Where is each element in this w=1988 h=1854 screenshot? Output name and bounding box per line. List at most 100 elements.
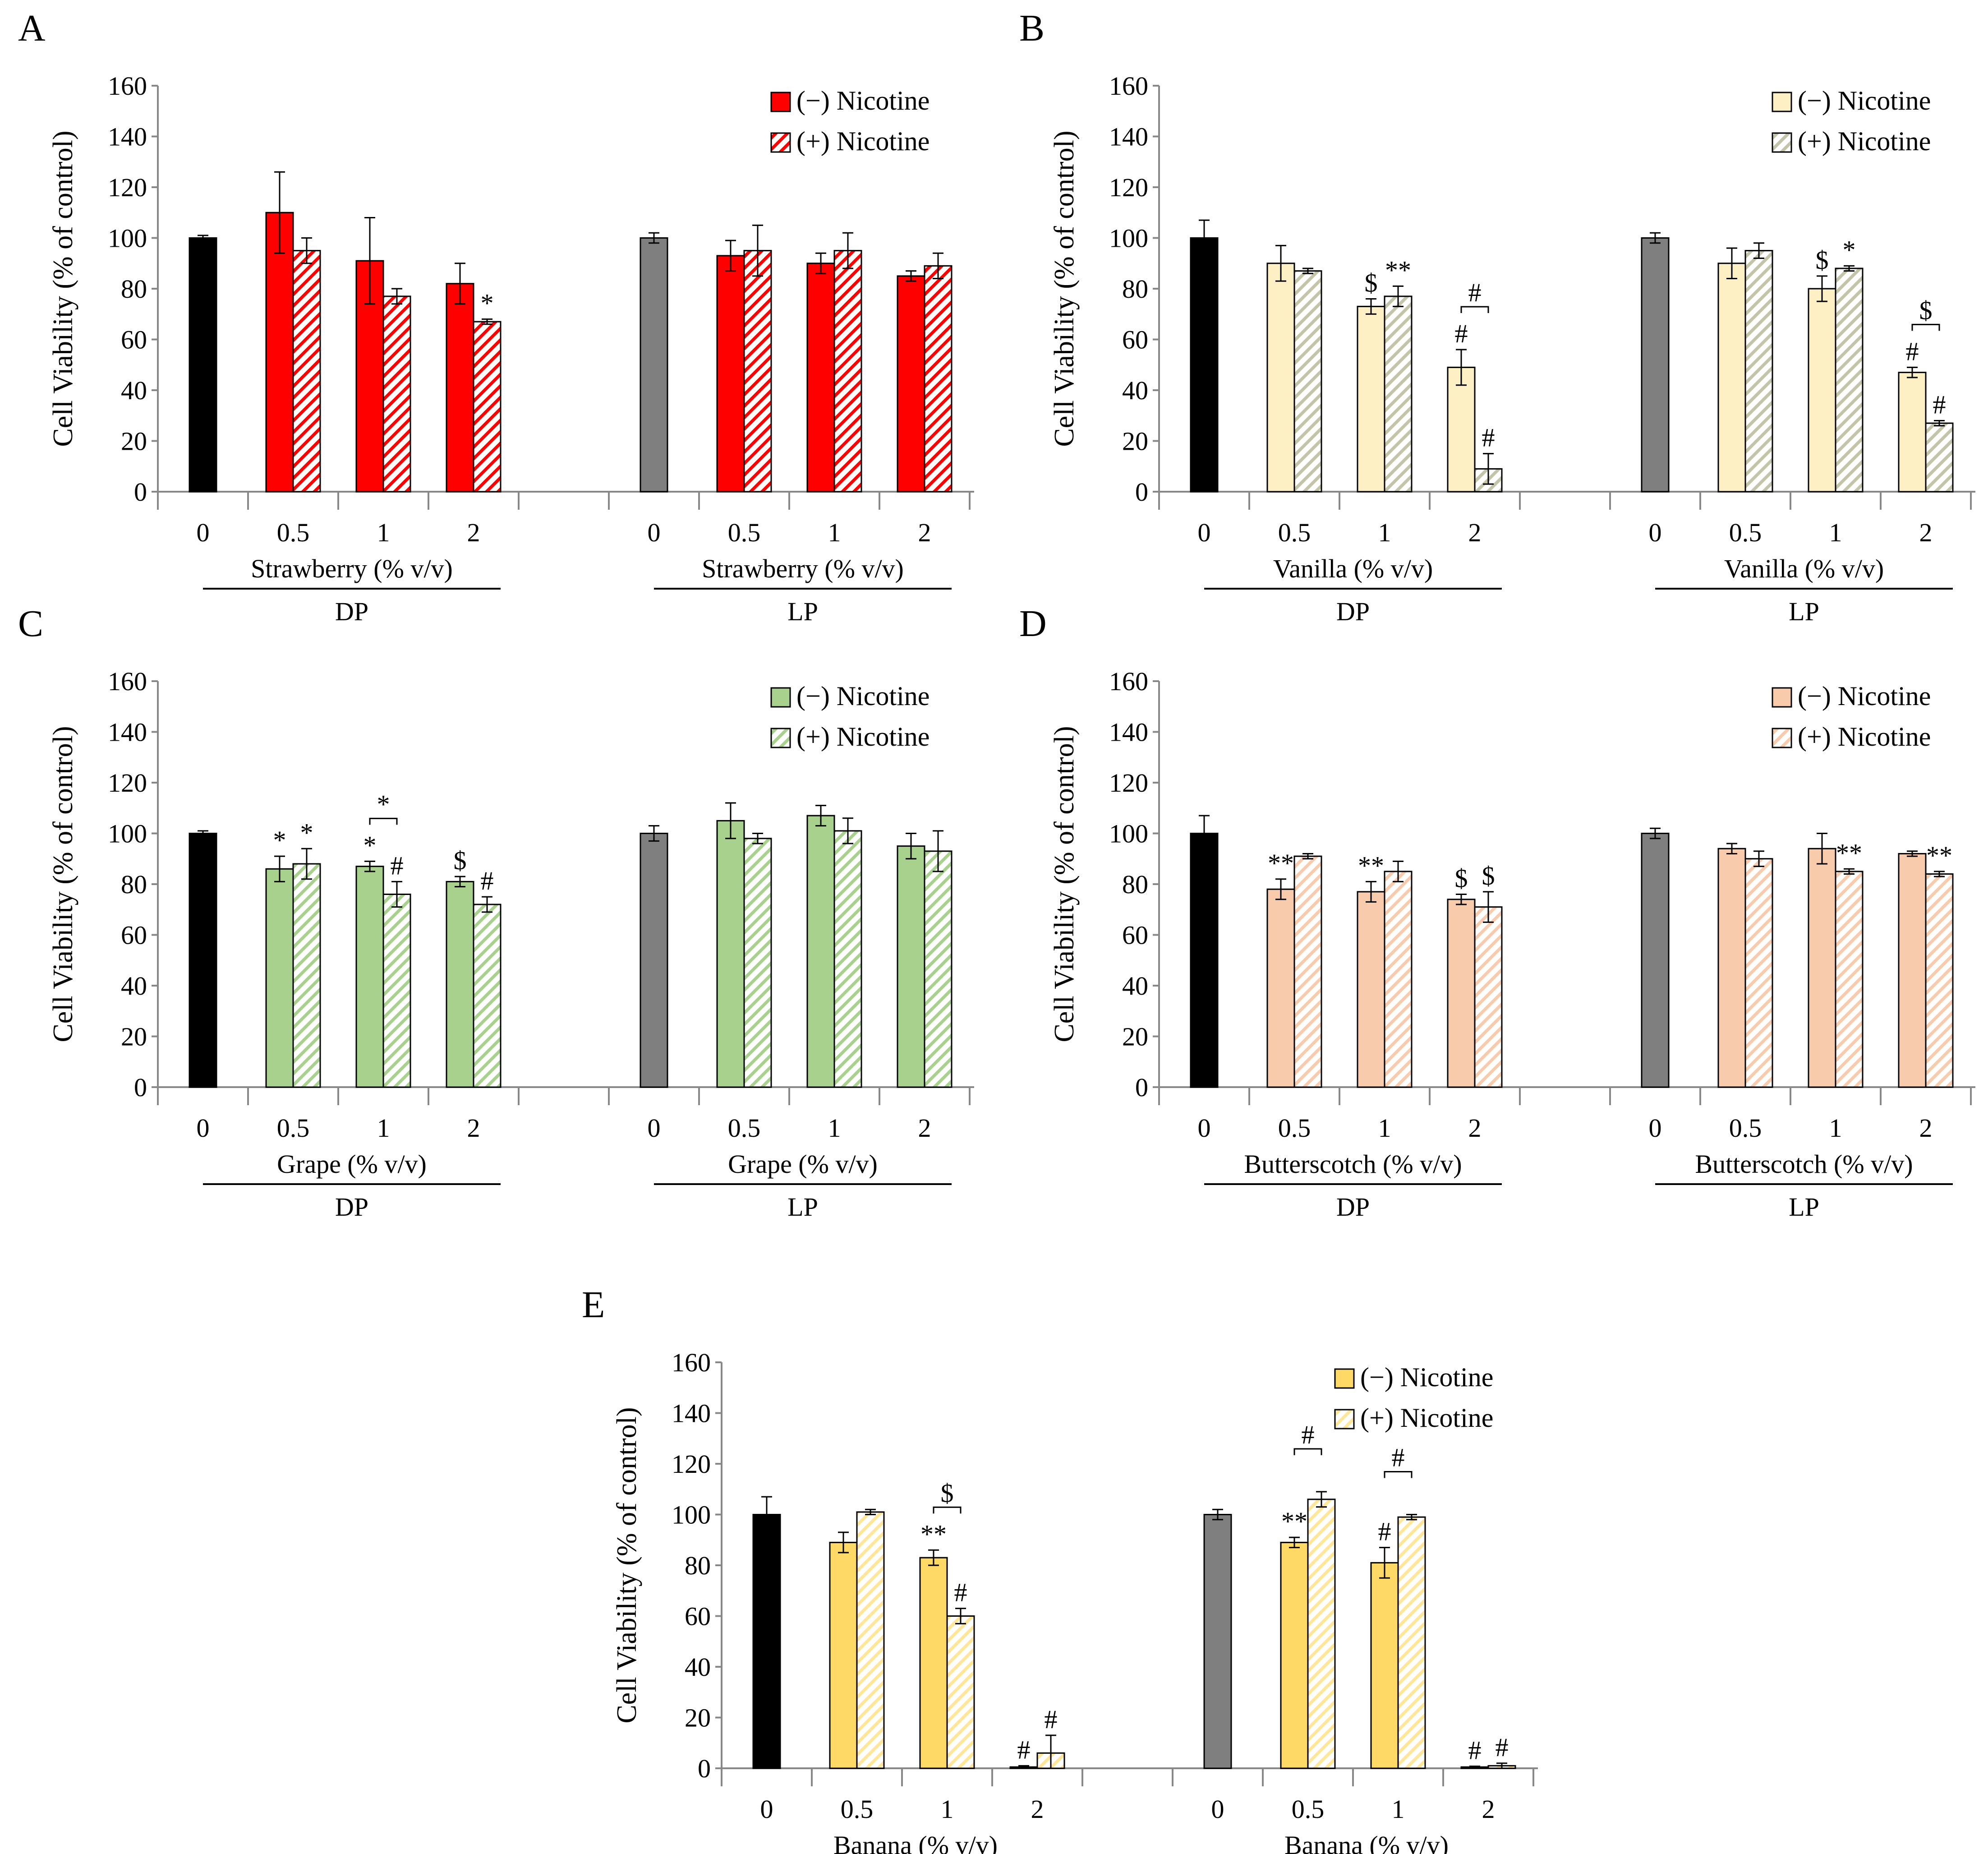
legend-label-plus: (+) Nicotine	[1360, 1403, 1493, 1433]
significance-mark: *	[481, 289, 494, 318]
bar-minus-nicotine	[716, 255, 745, 493]
x-tick-label: 1	[377, 518, 390, 547]
bar-minus-nicotine	[446, 283, 474, 493]
group-label: DP	[1336, 597, 1370, 626]
panel-letter: C	[18, 603, 43, 645]
significance-mark: *	[377, 789, 390, 819]
significance-mark: **	[1281, 1507, 1307, 1536]
y-tick-label: 20	[121, 1022, 147, 1052]
legend-label-plus: (+) Nicotine	[1798, 126, 1931, 156]
y-tick-label: 40	[1122, 376, 1148, 405]
y-tick-label: 120	[1109, 768, 1148, 798]
legend-swatch-plus	[1772, 132, 1792, 153]
significance-bracket	[369, 817, 398, 825]
bar-minus-nicotine	[897, 845, 925, 1088]
legend-swatch-plus	[1334, 1409, 1355, 1430]
y-tick-label: 60	[1122, 921, 1148, 950]
group-label: DP	[1336, 1192, 1370, 1222]
bar-plus-nicotine	[1397, 1516, 1426, 1769]
bar-minus-nicotine	[265, 868, 294, 1088]
significance-bracket	[1911, 323, 1940, 331]
group-label: DP	[335, 597, 368, 626]
x-tick-label: 0.5	[277, 518, 310, 547]
bar-plus-nicotine	[1925, 422, 1954, 493]
legend-label-minus: (−) Nicotine	[796, 86, 930, 115]
y-tick-label: 100	[108, 224, 147, 253]
bar-minus-nicotine	[829, 1541, 858, 1769]
bar-minus-nicotine	[919, 1557, 948, 1769]
flavor-label: Butterscotch (% v/v)	[1244, 1149, 1462, 1179]
bar-minus-nicotine	[806, 815, 835, 1088]
y-tick-label: 160	[108, 667, 147, 696]
y-tick-label: 100	[1109, 819, 1148, 849]
y-tick-label: 20	[1122, 427, 1148, 456]
y-tick-label: 0	[1135, 1073, 1148, 1102]
x-tick-label: 2	[1919, 1113, 1933, 1143]
significance-mark: $	[454, 846, 467, 875]
x-tick-label: 1	[1378, 518, 1391, 547]
significance-mark: #	[1392, 1443, 1405, 1472]
bar-minus-nicotine	[355, 866, 384, 1088]
significance-mark: #	[1468, 1736, 1482, 1765]
y-tick-label: 80	[121, 870, 147, 899]
legend-swatch-minus	[1772, 92, 1792, 112]
x-tick-label: 1	[941, 1794, 954, 1824]
legend-swatch-minus	[770, 687, 791, 708]
x-tick-label: 2	[1482, 1794, 1495, 1824]
significance-mark: *	[273, 826, 286, 855]
y-tick-label: 60	[121, 325, 147, 355]
bar-plus-nicotine	[1744, 858, 1773, 1088]
significance-mark: #	[1045, 1705, 1058, 1734]
x-tick-label: 0	[1198, 518, 1211, 547]
bar-plus-nicotine	[1835, 267, 1864, 493]
y-tick-label: 100	[672, 1500, 711, 1530]
significance-mark: #	[954, 1578, 967, 1607]
bar-minus-nicotine	[1898, 372, 1927, 493]
y-tick-label: 40	[1122, 971, 1148, 1001]
y-tick-label: 80	[685, 1551, 711, 1580]
significance-mark: $	[1455, 864, 1468, 893]
x-tick-label: 0	[1211, 1794, 1224, 1824]
y-axis-label: Cell Viability (% of control)	[48, 130, 78, 447]
bar-plus-nicotine	[1925, 873, 1954, 1088]
y-tick-label: 140	[672, 1399, 711, 1428]
bar-plus-nicotine	[1744, 250, 1773, 493]
y-tick-label: 40	[121, 376, 147, 405]
x-tick-label: 1	[377, 1113, 390, 1143]
x-tick-label: 2	[1031, 1794, 1044, 1824]
significance-mark: **	[1385, 255, 1411, 285]
y-tick-label: 80	[1122, 274, 1148, 304]
bar-control-lp	[1641, 237, 1670, 493]
flavor-label: Grape (% v/v)	[277, 1149, 427, 1179]
bar-minus-nicotine	[716, 820, 745, 1088]
legend-label-plus: (+) Nicotine	[796, 722, 930, 752]
bar-plus-nicotine	[946, 1615, 975, 1769]
bar-control-dp	[189, 237, 217, 493]
x-tick-label: 1	[1378, 1113, 1391, 1143]
legend-label-plus: (+) Nicotine	[796, 126, 930, 156]
y-tick-label: 60	[121, 921, 147, 950]
group-label: LP	[1789, 597, 1819, 626]
legend-swatch-plus	[1772, 728, 1792, 748]
bar-plus-nicotine	[473, 904, 502, 1088]
significance-mark: $	[1919, 295, 1933, 325]
y-tick-label: 20	[1122, 1022, 1148, 1052]
flavor-label: Strawberry (% v/v)	[251, 554, 453, 583]
legend-swatch-minus	[1772, 687, 1792, 708]
panel-letter: B	[1019, 7, 1045, 49]
significance-mark: #	[391, 851, 404, 880]
significance-mark: **	[1268, 849, 1294, 878]
x-tick-label: 2	[1468, 518, 1482, 547]
bar-control-dp	[189, 833, 217, 1088]
x-tick-label: 0.5	[728, 1113, 761, 1143]
x-tick-label: 0.5	[277, 1113, 310, 1143]
x-tick-label: 0.5	[1292, 1794, 1325, 1824]
significance-mark: $	[1365, 268, 1378, 298]
y-tick-label: 20	[685, 1703, 711, 1733]
bar-plus-nicotine	[924, 850, 953, 1088]
x-tick-label: 0	[197, 518, 210, 547]
bar-plus-nicotine	[743, 838, 772, 1088]
significance-mark: *	[1843, 235, 1856, 264]
